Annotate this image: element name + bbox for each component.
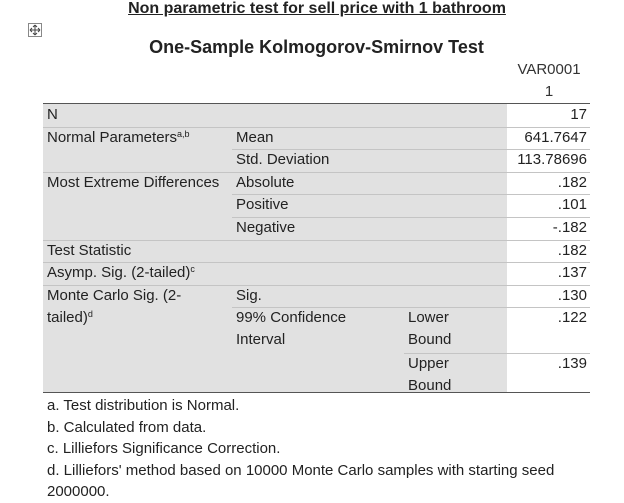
row-value: .101 bbox=[557, 196, 587, 214]
row-bound: Lower Bound bbox=[408, 309, 452, 349]
label-text: N bbox=[47, 106, 58, 123]
label-text: Test Statistic bbox=[47, 241, 132, 259]
row-separator bbox=[43, 285, 590, 286]
row-value: -.182 bbox=[552, 219, 587, 236]
footnote: c. Lilliefors Significance Correction. bbox=[47, 440, 281, 457]
row-separator bbox=[232, 217, 590, 218]
row-label: Normal Parametersa,b bbox=[47, 127, 227, 149]
page-title: Non parametric test for sell price with … bbox=[128, 0, 506, 17]
row-value: .122 bbox=[557, 309, 587, 327]
bottom-border bbox=[43, 392, 590, 393]
row-label: Monte Carlo Sig. (2-tailed)d bbox=[47, 285, 227, 329]
row-value: .139 bbox=[557, 354, 587, 372]
row-value: .182 bbox=[557, 173, 587, 191]
row-sublabel: Negative bbox=[236, 219, 296, 236]
row-label: Asymp. Sig. (2-tailed)c bbox=[47, 262, 227, 284]
row-separator bbox=[43, 240, 590, 241]
top-border bbox=[43, 103, 590, 104]
move-handle-icon[interactable] bbox=[28, 23, 42, 37]
row-value: 641.7647 bbox=[524, 128, 587, 146]
row-separator bbox=[232, 307, 590, 308]
row-label: Test Statistic bbox=[47, 240, 227, 262]
footnote: b. Calculated from data. bbox=[47, 418, 207, 436]
footnote-ref: d bbox=[87, 308, 93, 319]
row-sublabel: Sig. bbox=[236, 286, 262, 304]
label-text: Normal Parameters bbox=[47, 128, 178, 146]
row-separator bbox=[232, 194, 590, 195]
row-label: Most Extreme Differences bbox=[47, 172, 227, 194]
row-sublabel: Positive bbox=[236, 196, 289, 214]
label-text: Monte Carlo Sig. (2-tailed) bbox=[47, 286, 182, 326]
row-value: .137 bbox=[557, 264, 587, 282]
label-area bbox=[43, 104, 507, 393]
row-value: 17 bbox=[570, 106, 587, 123]
row-value: .130 bbox=[557, 286, 587, 304]
footnote: a. Test distribution is Normal. bbox=[47, 397, 240, 414]
row-separator bbox=[43, 127, 590, 128]
label-text: Asymp. Sig. (2-tailed) bbox=[47, 264, 191, 282]
row-value: .182 bbox=[557, 241, 587, 259]
row-separator bbox=[43, 262, 590, 263]
label-text: Most Extreme Differences bbox=[47, 173, 220, 191]
row-sublabel: 99% Confidence Interval bbox=[236, 309, 347, 349]
row-bound: Upper Bound bbox=[408, 354, 452, 394]
footnote: d. Lilliefors' method based on 10000 Mon… bbox=[47, 461, 555, 501]
row-label: N bbox=[47, 104, 227, 126]
row-separator bbox=[43, 172, 590, 173]
table-title: One-Sample Kolmogorov-Smirnov Test bbox=[149, 37, 484, 57]
row-value: 113.78696 bbox=[517, 151, 587, 169]
column-header: VAR00011 bbox=[517, 61, 581, 100]
row-separator bbox=[232, 149, 590, 150]
row-sublabel: Std. Deviation bbox=[236, 151, 330, 169]
footnote-ref: a,b bbox=[177, 128, 190, 139]
row-separator bbox=[404, 353, 590, 354]
footnote-ref: c bbox=[190, 264, 195, 275]
row-sublabel: Absolute bbox=[236, 173, 295, 191]
row-sublabel: Mean bbox=[236, 128, 274, 146]
